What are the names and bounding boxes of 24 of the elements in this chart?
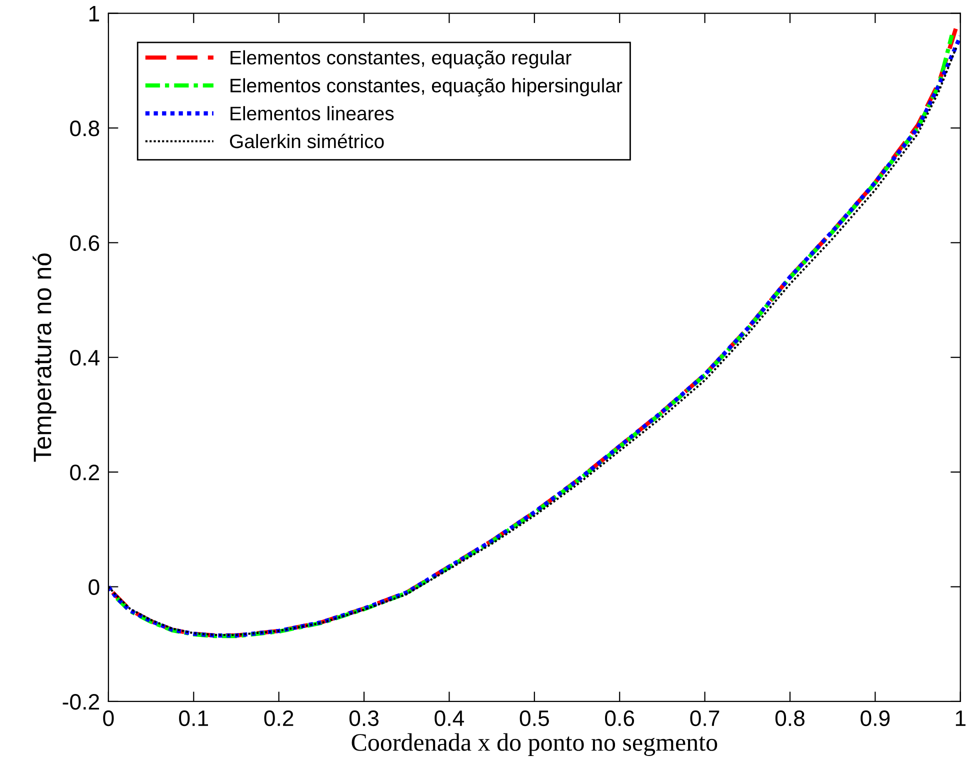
y-tick-label: 0 [88, 579, 100, 596]
y-tick-label: 0.2 [70, 464, 99, 480]
x-tick-label: 0.5 [520, 710, 549, 726]
y-tick-label: 0.8 [70, 120, 100, 136]
x-tick-label: 0.1 [179, 710, 208, 726]
x-tick-label: 0.4 [434, 710, 464, 726]
x-tick-label: 0 [103, 710, 114, 726]
legend-label: Galerkin simétrico [230, 134, 384, 148]
legend-label: Elementos constantes, equação hipersingular [230, 78, 622, 96]
x-axis-title: Coordenada x do ponto no segmento [352, 733, 718, 756]
x-tick-label: 0.8 [775, 710, 804, 726]
y-tick-label: 0.4 [70, 350, 100, 366]
x-tick-label: 0.2 [264, 710, 294, 726]
x-tick-label: 0.3 [349, 710, 378, 726]
x-tick-label: 0.7 [690, 710, 720, 726]
x-tick-label: 0.9 [860, 710, 890, 726]
y-axis-title: Temperatura no nó [32, 253, 56, 462]
x-tick-label: 0.6 [605, 710, 634, 726]
legend-label: Elementos lineares [230, 106, 394, 120]
y-tick-label: -0.2 [62, 694, 99, 710]
x-tick-label: 1 [956, 710, 966, 726]
y-tick-label: 1 [89, 6, 100, 22]
legend-label: Elementos constantes, equação regular [230, 50, 572, 68]
y-tick-label: 0.6 [70, 235, 100, 251]
